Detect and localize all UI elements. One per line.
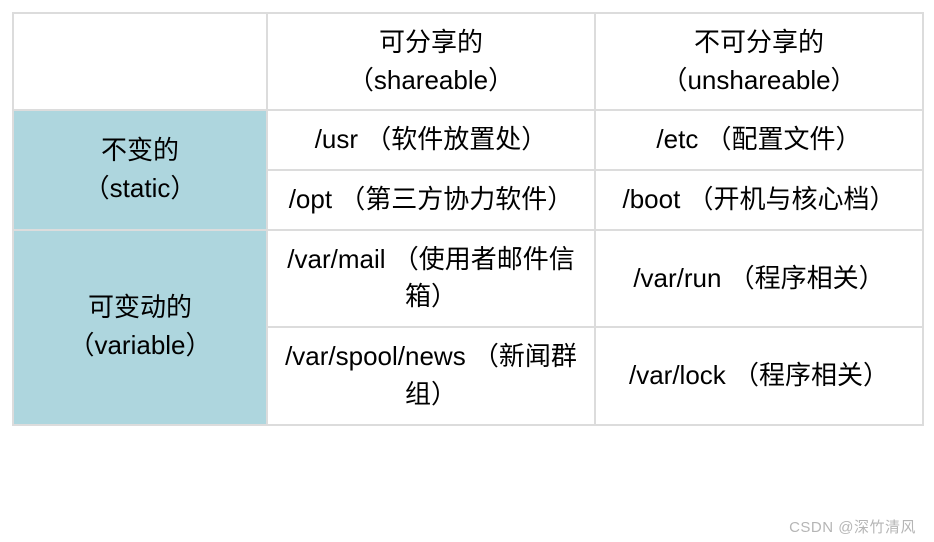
header-shareable: 可分享的 （shareable）	[267, 13, 595, 110]
row-header-static: 不变的 （static）	[13, 110, 267, 229]
header-blank	[13, 13, 267, 110]
cell-variable-shareable-1: /var/mail （使用者邮件信箱）	[267, 230, 595, 327]
row-header-variable-line1: 可变动的	[88, 292, 192, 322]
cell-variable-shareable-2: /var/spool/news （新闻群组）	[267, 327, 595, 424]
row-header-static-line2: （static）	[84, 173, 197, 203]
cell-static-unshareable-2: /boot （开机与核心档）	[595, 170, 923, 230]
header-shareable-line1: 可分享的	[379, 27, 483, 57]
header-unshareable-line1: 不可分享的	[694, 27, 824, 57]
header-unshareable-line2: （unshareable）	[661, 65, 856, 95]
header-shareable-line2: （shareable）	[348, 65, 514, 95]
header-row: 可分享的 （shareable） 不可分享的 （unshareable）	[13, 13, 923, 110]
cell-static-unshareable-1: /etc （配置文件）	[595, 110, 923, 170]
cell-static-shareable-2: /opt （第三方协力软件）	[267, 170, 595, 230]
cell-variable-unshareable-2: /var/lock （程序相关）	[595, 327, 923, 424]
watermark-text: CSDN @深竹清风	[789, 516, 916, 537]
fhs-table: 可分享的 （shareable） 不可分享的 （unshareable） 不变的…	[12, 12, 924, 426]
table-row: 不变的 （static） /usr （软件放置处） /etc （配置文件）	[13, 110, 923, 170]
row-header-static-line1: 不变的	[101, 135, 179, 165]
cell-static-shareable-1: /usr （软件放置处）	[267, 110, 595, 170]
cell-variable-unshareable-1: /var/run （程序相关）	[595, 230, 923, 327]
header-unshareable: 不可分享的 （unshareable）	[595, 13, 923, 110]
row-header-variable-line2: （variable）	[68, 330, 211, 360]
table-row: 可变动的 （variable） /var/mail （使用者邮件信箱） /var…	[13, 230, 923, 327]
row-header-variable: 可变动的 （variable）	[13, 230, 267, 425]
